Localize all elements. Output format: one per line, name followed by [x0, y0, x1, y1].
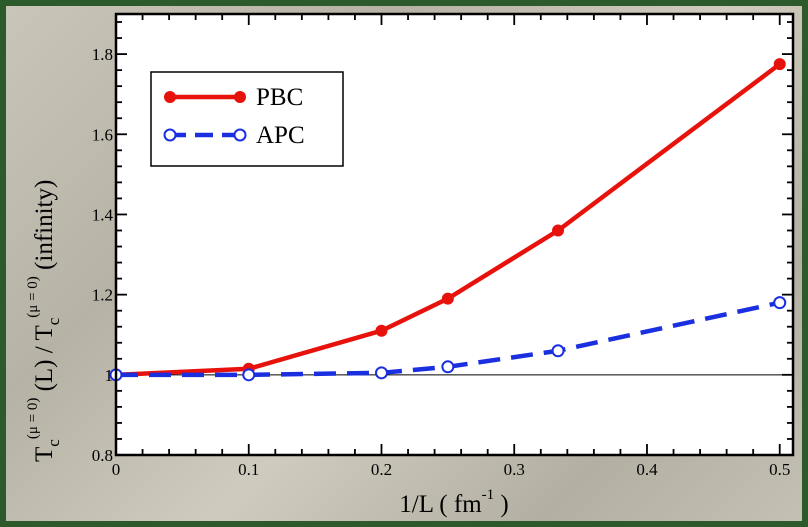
x-tick-label: 0.4: [636, 460, 658, 479]
x-axis-title-superscript: -1: [482, 487, 495, 503]
line-chart: 0 0.1 0.2 0.3 0.4 0.5 0.8 1 1.2 1.4 1.6 1.8 PBC APC…: [25, 12, 795, 518]
x-tick-label: 0.1: [238, 460, 259, 479]
series-apc-point: [441, 360, 455, 374]
legend-apc-marker: [233, 128, 247, 142]
legend-apc-marker: [163, 128, 177, 142]
legend-label-apc: APC: [256, 122, 305, 149]
series-pbc-point: [773, 58, 786, 71]
x-tick-label: 0.5: [769, 460, 790, 479]
series-pbc-line: [115, 62, 782, 378]
y-title-end: (infinity): [31, 180, 58, 277]
x-axis-title: 1/L ( fm-1 ): [399, 487, 508, 518]
series-apc-point: [773, 296, 787, 310]
y-tick-label: 1.8: [92, 45, 113, 64]
series-apc-point: [242, 368, 256, 382]
legend-pbc-marker: [164, 91, 176, 103]
series-pbc-point: [375, 324, 388, 337]
series-pbc-point: [441, 292, 454, 305]
y-tick-label: 0.8: [92, 446, 113, 465]
y-tick-label: 1.4: [92, 205, 114, 224]
series-layer: [109, 58, 787, 382]
legend-pbc-marker: [234, 91, 246, 103]
axis-ticks: 0 0.1 0.2 0.3 0.4 0.5 0.8 1 1.2 1.4 1.6 1.8: [92, 14, 793, 479]
plot-frame: [114, 12, 795, 457]
y-title-mid: (L) / T: [31, 325, 58, 397]
x-axis-title-close: ): [494, 491, 509, 518]
y-title-sub: c: [44, 439, 63, 447]
y-tick-label: 1: [105, 366, 114, 385]
series-apc-point: [551, 344, 565, 358]
y-title-t: T: [31, 447, 58, 462]
series-apc-point: [374, 366, 388, 380]
y-tick-label: 1.2: [92, 286, 113, 305]
x-tick-label: 0.2: [371, 460, 392, 479]
legend-box: [150, 71, 344, 167]
series-pbc-point: [552, 224, 565, 237]
y-axis-title: Tc(μ = 0) (L) / Tc(μ = 0) (infinity): [25, 180, 63, 462]
y-title-sup: (μ = 0): [25, 398, 41, 440]
figure-panel: 0 0.1 0.2 0.3 0.4 0.5 0.8 1 1.2 1.4 1.6 1.8 PBC APC…: [6, 6, 802, 521]
x-axis-title-main: 1/L ( fm: [399, 491, 482, 518]
y-title-sup: (μ = 0): [25, 276, 41, 318]
legend-label-pbc: PBC: [256, 84, 303, 111]
x-tick-label: 0.3: [504, 460, 525, 479]
x-tick-label: 0: [112, 460, 121, 479]
legend: PBC APC: [150, 71, 344, 167]
series-apc-line: [116, 300, 781, 378]
y-tick-label: 1.6: [92, 125, 113, 144]
y-title-sub: c: [44, 317, 63, 325]
